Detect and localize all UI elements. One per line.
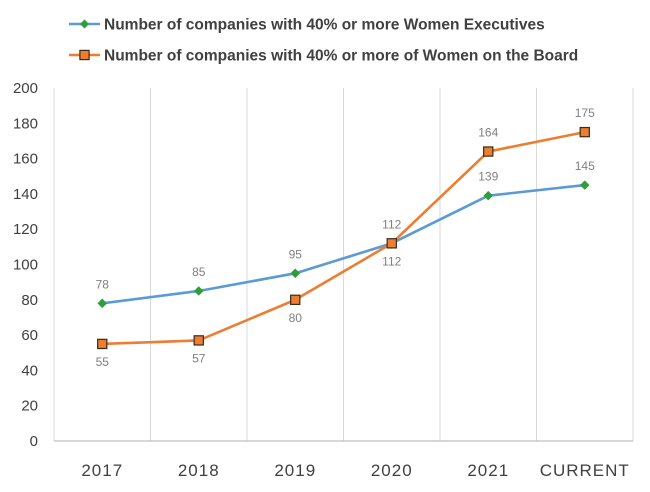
y-tick-label: 120: [13, 221, 38, 238]
legend: Number of companies with 40% or more Wom…: [69, 17, 578, 65]
y-tick-label: 160: [13, 151, 38, 168]
data-point-marker: [193, 335, 204, 346]
y-tick-label: 200: [13, 80, 38, 97]
data-point-marker: [290, 268, 301, 279]
data-point-marker: [97, 338, 108, 350]
data-label: 78: [96, 277, 110, 291]
data-point-marker: [579, 126, 590, 138]
data-label: 139: [478, 170, 498, 184]
y-tick-label: 60: [21, 327, 38, 344]
data-label: 85: [192, 265, 206, 279]
data-labels: 78 85 95 112 139 145 55 57 80 112 164 175: [96, 106, 596, 369]
x-tick-label: 2019: [274, 461, 316, 480]
y-tick-label: 0: [30, 433, 38, 450]
y-tick-label: 180: [13, 115, 38, 132]
data-label: 145: [575, 159, 595, 173]
y-tick-label: 100: [13, 257, 38, 274]
data-label: 55: [96, 355, 110, 369]
legend-marker: [79, 49, 90, 61]
data-label: 175: [575, 106, 595, 120]
x-tick-label: 2020: [371, 461, 413, 480]
legend-label-2: Number of companies with 40% or more of …: [104, 48, 578, 65]
grid: [53, 88, 634, 441]
legend-label-1: Number of companies with 40% or more Wom…: [104, 17, 545, 34]
x-tick-label: 2017: [81, 461, 123, 480]
data-point-marker: [483, 190, 494, 201]
axes: 0 20 40 60 80 100 120 140 160 180 200 2017 2018 2019 2…: [13, 80, 633, 480]
series: [97, 126, 590, 350]
series-line-2: [102, 130, 586, 346]
legend-marker: [80, 19, 89, 29]
data-point-marker: [579, 180, 590, 190]
data-point-marker: [290, 294, 301, 306]
data-label: 112: [382, 217, 401, 231]
data-point-marker: [193, 286, 204, 296]
x-tick-label: 2021: [467, 461, 509, 480]
data-point-marker: [483, 146, 494, 157]
data-label: 80: [289, 311, 303, 325]
series-line-1: [102, 183, 585, 305]
y-tick-label: 20: [21, 398, 38, 415]
data-label: 95: [289, 247, 303, 261]
x-tick-label: 2018: [178, 461, 220, 480]
y-tick-label: 40: [21, 362, 38, 379]
y-tick-label: 140: [13, 186, 38, 203]
data-label: 164: [478, 126, 498, 140]
data-point-marker: [386, 238, 397, 249]
data-label: 112: [382, 254, 401, 268]
y-tick-label: 80: [21, 292, 38, 309]
data-label: 57: [192, 351, 206, 365]
data-point-marker: [97, 298, 108, 309]
x-tick-label: CURRENT: [540, 461, 630, 480]
